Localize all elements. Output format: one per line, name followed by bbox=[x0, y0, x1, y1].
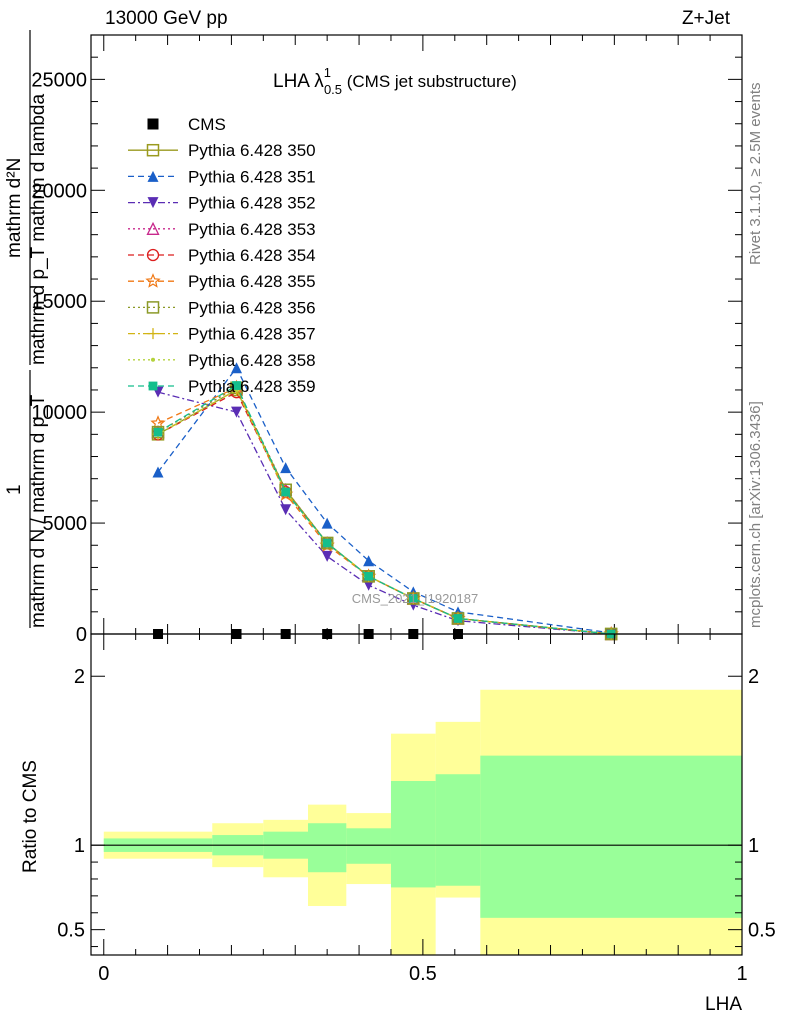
series-marker bbox=[321, 550, 333, 562]
main-ytick-label: 0 bbox=[76, 624, 87, 646]
series-marker bbox=[364, 571, 374, 581]
ratio-ytick-label-right: 1 bbox=[748, 835, 759, 857]
stat-band-bin bbox=[346, 828, 391, 864]
main-ytick-label: 15000 bbox=[31, 291, 87, 313]
legend: CMS Pythia 6.428 350 Pythia 6.428 351 Pythi… bbox=[128, 115, 316, 396]
series-line bbox=[157, 391, 612, 635]
series-marker bbox=[146, 248, 160, 262]
series-marker bbox=[146, 221, 160, 235]
ylabel-lower: mathrm d N / mathrm d p_T bbox=[28, 394, 49, 628]
series-marker bbox=[145, 273, 161, 288]
series-marker bbox=[280, 462, 292, 474]
series-marker bbox=[280, 504, 292, 516]
series-marker bbox=[322, 538, 332, 548]
series-marker bbox=[146, 143, 160, 157]
series-marker bbox=[151, 357, 155, 362]
ratio-plot: 0 0.5 10.5 0.51 12 2 bbox=[57, 633, 776, 985]
series-marker bbox=[148, 381, 158, 391]
legend-entry: Pythia 6.428 354 bbox=[128, 246, 316, 265]
legend-label: Pythia 6.428 359 bbox=[188, 377, 316, 396]
ratio-ytick-label: 1 bbox=[74, 835, 85, 857]
header-right: Z+Jet bbox=[682, 8, 731, 29]
legend-label: Pythia 6.428 357 bbox=[188, 325, 316, 344]
series-marker bbox=[153, 427, 163, 437]
series-marker bbox=[147, 170, 159, 182]
main-ytick-label: 25000 bbox=[31, 69, 87, 91]
series-marker bbox=[147, 118, 159, 130]
main-plot: 0 5000 10000 15000 20000 25000 bbox=[31, 34, 743, 646]
legend-label: Pythia 6.428 350 bbox=[188, 141, 316, 160]
series-marker bbox=[408, 594, 418, 603]
ylabel-numerator: mathrm d²N bbox=[4, 158, 25, 258]
series-marker bbox=[231, 362, 243, 374]
legend-entry: Pythia 6.428 359 bbox=[128, 377, 316, 396]
series-marker bbox=[232, 381, 241, 390]
legend-label: Pythia 6.428 355 bbox=[188, 272, 316, 291]
ratio-xtick-label: 0 bbox=[98, 963, 109, 985]
legend-label: Pythia 6.428 358 bbox=[188, 351, 316, 370]
ratio-ytick-label: 0.5 bbox=[57, 920, 85, 942]
legend-entry: Pythia 6.428 351 bbox=[128, 167, 316, 186]
legend-entry: Pythia 6.428 353 bbox=[128, 220, 316, 239]
series-marker bbox=[147, 197, 159, 209]
header-left: 13000 GeV pp bbox=[105, 8, 228, 29]
series-marker bbox=[281, 487, 291, 497]
legend-label: Pythia 6.428 354 bbox=[188, 246, 316, 265]
series-marker bbox=[453, 614, 463, 623]
legend-entry: Pythia 6.428 356 bbox=[128, 298, 316, 317]
stat-band-bin bbox=[480, 755, 742, 918]
stat-band-bin bbox=[308, 823, 347, 873]
plot-title-tail: (CMS jet substructure) bbox=[342, 72, 517, 91]
main-ytick-label: 5000 bbox=[43, 513, 88, 535]
legend-entry: Pythia 6.428 355 bbox=[128, 272, 316, 291]
main-ytick-label: 20000 bbox=[31, 180, 87, 202]
x-axis-label: LHA bbox=[705, 994, 742, 1015]
watermark: CMS_2021_I1920187 bbox=[352, 591, 479, 606]
plot-title-sup: 1 bbox=[324, 65, 331, 80]
legend-entry: Pythia 6.428 350 bbox=[128, 141, 316, 160]
main-ytick-label: 10000 bbox=[31, 402, 87, 424]
ratio-ytick-label-right: 2 bbox=[748, 666, 759, 688]
series-marker bbox=[152, 466, 164, 478]
series-marker bbox=[146, 301, 160, 314]
legend-entry: CMS bbox=[147, 115, 226, 134]
ratio-ytick-label-right: 0.5 bbox=[748, 920, 776, 942]
series-line bbox=[157, 366, 612, 634]
mcplots-label: mcplots.cern.ch [arXiv:1306.3436] bbox=[747, 401, 764, 628]
series-marker bbox=[321, 517, 333, 529]
ratio-xtick-label: 0.5 bbox=[409, 963, 437, 985]
plot-title-main: LHA λ bbox=[273, 71, 324, 92]
ylabel-one: 1 bbox=[4, 484, 25, 495]
legend-label: Pythia 6.428 353 bbox=[188, 220, 316, 239]
ratio-frame bbox=[90, 633, 743, 956]
stat-band-bin bbox=[390, 780, 436, 888]
series-line bbox=[157, 384, 612, 635]
legend-label: Pythia 6.428 352 bbox=[188, 194, 316, 213]
legend-label: Pythia 6.428 356 bbox=[188, 298, 316, 317]
plot-title: LHA λ1 0.5 (CMS jet substructure) bbox=[273, 65, 517, 97]
series-marker bbox=[147, 328, 159, 340]
rivet-label: Rivet 3.1.10, ≥ 2.5M events bbox=[747, 83, 764, 266]
legend-entry: Pythia 6.428 357 bbox=[128, 325, 316, 344]
series-marker bbox=[363, 555, 375, 567]
ylabel-denominator: mathrm d p_T mathrm d lambda bbox=[28, 94, 49, 365]
legend-entry: Pythia 6.428 358 bbox=[128, 351, 316, 370]
series-marker bbox=[231, 406, 243, 418]
plot-title-sub: 0.5 bbox=[324, 82, 342, 97]
legend-entry: Pythia 6.428 352 bbox=[128, 194, 316, 213]
ratio-ylabel: Ratio to CMS bbox=[20, 760, 41, 873]
main-ylabel: mathrm d²N mathrm d p_T mathrm d lambda … bbox=[4, 30, 49, 628]
ratio-ytick-label: 2 bbox=[74, 666, 85, 688]
legend-label: Pythia 6.428 351 bbox=[188, 167, 316, 186]
ratio-xtick-label: 1 bbox=[736, 963, 747, 985]
legend-label: CMS bbox=[188, 115, 226, 134]
stat-band-bin bbox=[435, 774, 481, 886]
